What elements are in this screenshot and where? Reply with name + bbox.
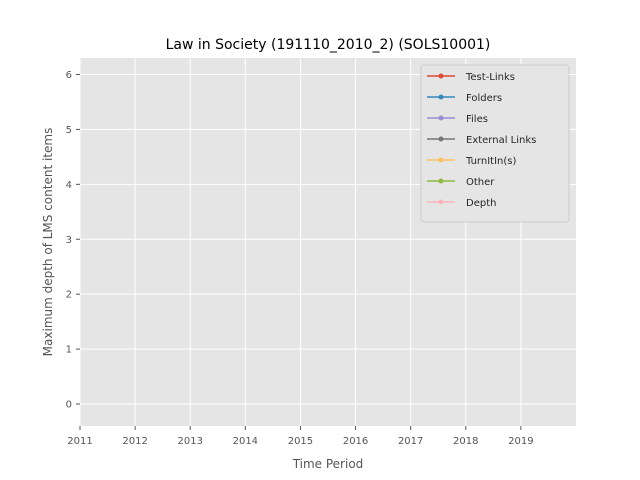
- y-tick-label: 3: [66, 235, 72, 246]
- legend-label: Test-Links: [465, 72, 515, 83]
- legend-label: External Links: [466, 135, 536, 146]
- x-tick-label: 2014: [233, 436, 258, 447]
- x-tick-label: 2016: [343, 436, 368, 447]
- x-axis-title: Time Period: [292, 457, 364, 471]
- y-tick-label: 4: [66, 180, 72, 191]
- legend: Test-Links Folders Files External Links Turn…: [420, 64, 570, 223]
- y-tick-label: 0: [66, 400, 72, 411]
- legend-marker: [438, 199, 444, 205]
- legend-marker: [438, 136, 444, 142]
- x-tick-label: 2017: [398, 436, 423, 447]
- x-tick-label: 2011: [67, 436, 92, 447]
- y-tick-label: 5: [66, 125, 72, 136]
- legend-label: Depth: [466, 198, 496, 209]
- legend-marker: [438, 73, 444, 79]
- y-tick-label: 6: [66, 70, 72, 81]
- legend-label: Other: [466, 177, 495, 188]
- legend-marker: [438, 178, 444, 184]
- y-axis-ticks: 0 1 2 3 4 5 6: [66, 70, 80, 411]
- x-tick-label: 2019: [508, 436, 533, 447]
- legend-marker: [438, 157, 444, 163]
- y-axis-title: Maximum depth of LMS content items: [41, 128, 55, 357]
- legend-label: Folders: [466, 93, 502, 104]
- legend-marker: [438, 94, 444, 100]
- legend-label: Files: [466, 114, 488, 125]
- x-axis-ticks: 2011 2012 2013 2014 2015 2016 2017 2018 2019: [67, 426, 534, 447]
- y-tick-label: 2: [66, 290, 72, 301]
- x-tick-label: 2012: [122, 436, 147, 447]
- chart-title: Law in Society (191110_2010_2) (SOLS1000…: [166, 37, 491, 53]
- x-tick-label: 2013: [177, 436, 202, 447]
- legend-label: TurnItIn(s): [465, 156, 516, 167]
- legend-box: [420, 64, 570, 223]
- legend-marker: [438, 115, 444, 121]
- y-tick-label: 1: [66, 345, 72, 356]
- x-tick-label: 2015: [288, 436, 313, 447]
- x-tick-label: 2018: [453, 436, 478, 447]
